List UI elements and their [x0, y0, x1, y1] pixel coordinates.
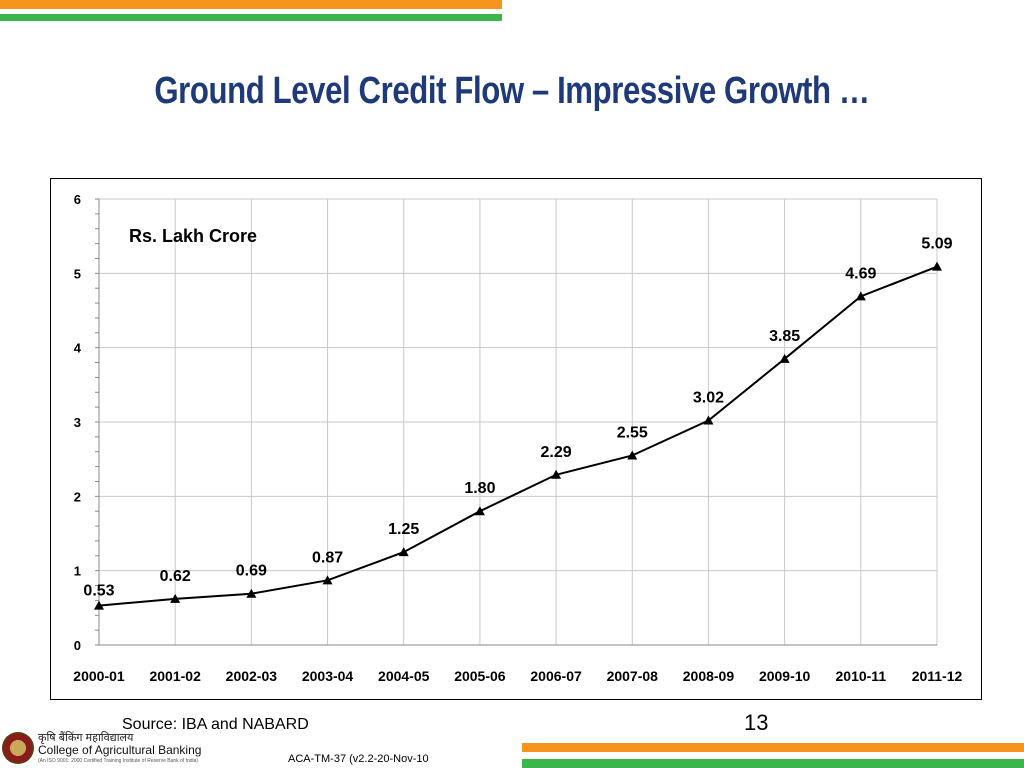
x-tick-label: 2011-12 — [912, 668, 963, 684]
data-label: 0.87 — [312, 549, 343, 566]
data-label: 3.85 — [769, 328, 800, 345]
bottom-green-bar — [522, 759, 1024, 768]
source-note: Source: IBA and NABARD — [122, 716, 309, 733]
x-tick-label: 2008-09 — [683, 668, 735, 684]
y-tick-label: 1 — [74, 564, 81, 579]
page-number: 13 — [744, 710, 769, 735]
college-seal-icon — [2, 732, 34, 764]
data-label: 2.55 — [617, 424, 648, 441]
data-point — [170, 593, 181, 603]
data-label: 0.62 — [160, 568, 191, 585]
data-point — [779, 353, 790, 363]
data-label: 5.09 — [921, 236, 952, 253]
data-label: 1.25 — [388, 521, 419, 538]
data-point — [474, 506, 485, 516]
x-tick-label: 2007-08 — [607, 668, 659, 684]
data-point — [703, 415, 714, 425]
logo-hindi-text: कृषि बैंकिंग महाविद्यालय — [38, 732, 134, 744]
x-tick-label: 2000-01 — [73, 668, 125, 684]
chart-frame: 0 1 2 3 4 5 6 2000-01 2001-02 2002-03 2003-04 2004-… — [50, 178, 982, 700]
data-point — [551, 469, 562, 479]
x-tick-label: 2004-05 — [378, 668, 430, 684]
y-tick-label: 3 — [74, 415, 81, 430]
x-tick-label: 2001-02 — [149, 668, 201, 684]
data-label: 2.29 — [541, 444, 572, 461]
logo-subtitle: (An ISO 9001: 2000 Certified Training In… — [38, 758, 199, 764]
x-tick-label: 2006-07 — [530, 668, 582, 684]
data-point — [932, 261, 942, 271]
x-tick-label: 2010-11 — [836, 668, 887, 684]
data-point — [627, 450, 638, 460]
data-point — [322, 575, 333, 585]
data-point — [94, 600, 104, 610]
data-point — [855, 291, 866, 301]
top-orange-bar — [0, 0, 502, 9]
slide-title: Ground Level Credit Flow – Impressive Gr… — [154, 70, 870, 112]
data-label: 0.53 — [83, 583, 114, 600]
x-tick-label: 2002-03 — [226, 668, 278, 684]
x-tick-label: 2005-06 — [454, 668, 506, 684]
data-label: 0.69 — [236, 563, 267, 580]
data-point — [246, 588, 257, 598]
top-green-bar — [0, 14, 502, 21]
y-tick-label: 0 — [74, 638, 81, 653]
college-logo: कृषि बैंकिंग महाविद्यालय College of Agri… — [2, 730, 302, 768]
series-line — [98, 265, 938, 607]
footer-code: ACA-TM-37 (v2.2-20-Nov-10 — [288, 753, 429, 765]
y-tick-label: 5 — [74, 266, 81, 281]
line-chart: 0 1 2 3 4 5 6 2000-01 2001-02 2002-03 2003-04 2004-… — [73, 192, 963, 684]
x-tick-label: 2003-04 — [302, 668, 354, 684]
y-tick-label: 2 — [74, 489, 81, 504]
data-label: 4.69 — [845, 265, 876, 282]
data-label: 3.02 — [693, 390, 724, 407]
bottom-orange-bar — [522, 743, 1024, 752]
unit-annotation: Rs. Lakh Crore — [129, 226, 257, 246]
y-tick-label: 6 — [74, 192, 81, 207]
logo-college-name: College of Agricultural Banking — [38, 743, 202, 757]
y-tick-label: 4 — [74, 341, 82, 356]
data-point — [398, 547, 409, 557]
x-tick-label: 2009-10 — [759, 668, 811, 684]
data-label: 1.80 — [464, 480, 495, 497]
